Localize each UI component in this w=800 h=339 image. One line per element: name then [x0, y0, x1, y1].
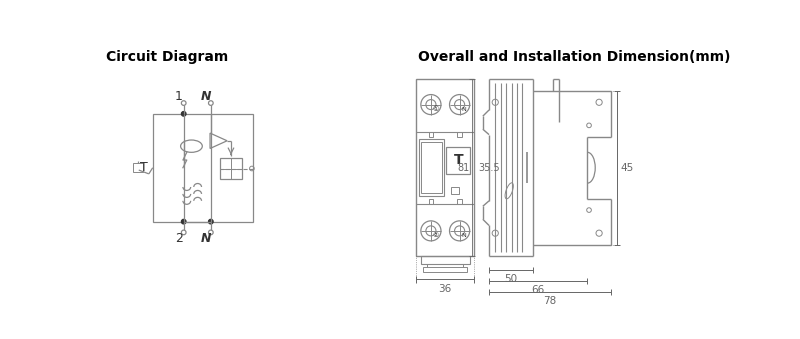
Text: Overall and Installation Dimension(mm): Overall and Installation Dimension(mm): [418, 50, 730, 64]
Bar: [446, 147, 470, 174]
Bar: [458, 199, 462, 204]
Bar: [429, 199, 434, 204]
Text: 45: 45: [620, 163, 634, 173]
Text: Circuit Diagram: Circuit Diagram: [106, 50, 229, 64]
Text: 66: 66: [531, 285, 545, 295]
Text: 78: 78: [543, 296, 556, 305]
Text: N: N: [201, 232, 211, 245]
Text: 81: 81: [458, 163, 470, 173]
Bar: [220, 158, 242, 179]
Bar: [134, 163, 142, 172]
Bar: [153, 114, 254, 222]
Polygon shape: [210, 133, 227, 148]
Text: T: T: [454, 154, 463, 167]
Bar: [429, 132, 434, 137]
Bar: [451, 187, 459, 194]
Circle shape: [209, 219, 213, 224]
Bar: [418, 139, 444, 196]
Text: N: N: [462, 107, 466, 112]
Text: 35.5: 35.5: [478, 163, 500, 173]
Bar: [421, 142, 442, 193]
Text: 36: 36: [438, 284, 452, 294]
Bar: [423, 267, 467, 273]
Bar: [416, 79, 474, 256]
Text: ①: ①: [433, 106, 438, 112]
Text: N: N: [462, 233, 466, 238]
Ellipse shape: [505, 183, 514, 199]
Text: N: N: [201, 91, 211, 103]
Ellipse shape: [181, 140, 202, 152]
Text: 50: 50: [504, 274, 518, 284]
Circle shape: [182, 112, 186, 116]
Text: 2: 2: [175, 232, 183, 245]
Text: 1: 1: [175, 91, 183, 103]
Bar: [421, 256, 470, 264]
Bar: [458, 132, 462, 137]
Text: T: T: [139, 161, 147, 174]
Text: ②: ②: [433, 233, 438, 239]
Circle shape: [182, 219, 186, 224]
